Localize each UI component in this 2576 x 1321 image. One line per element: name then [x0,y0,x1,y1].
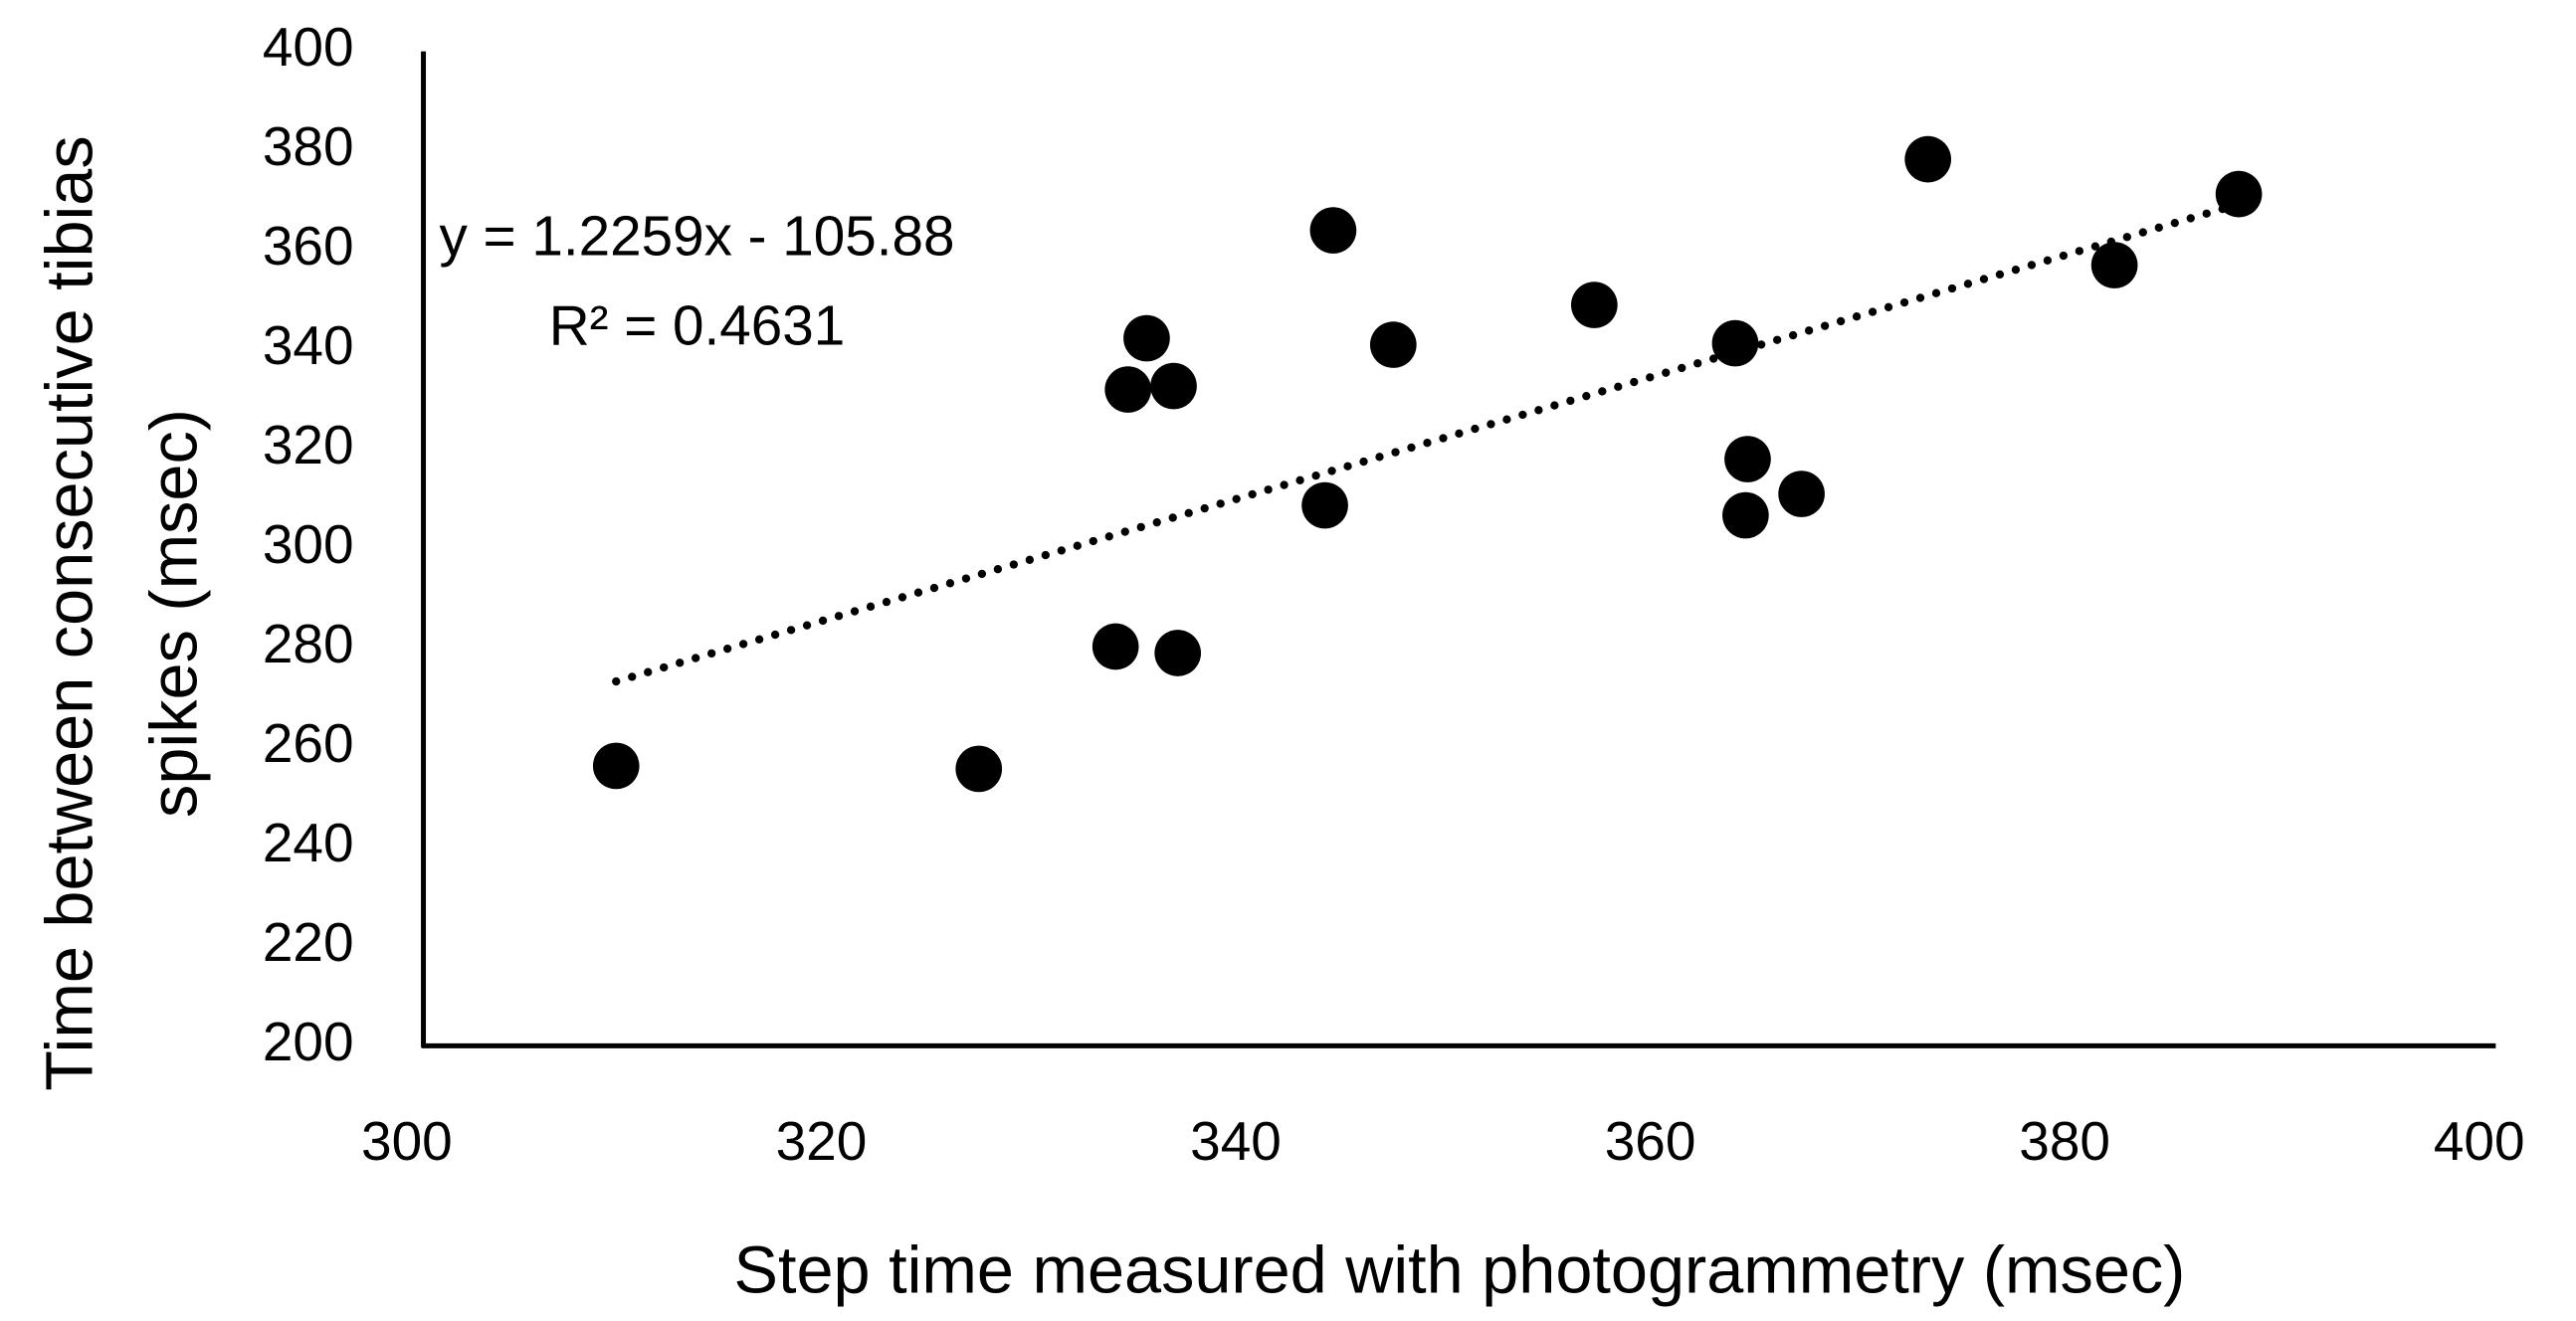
y-tick-label: 260 [263,712,354,774]
scatter-point [2215,170,2263,218]
x-axis-title: Step time measured with photogrammetry (… [734,1234,2186,1308]
scatter-point [1154,630,1202,676]
scatter-point [1091,623,1139,670]
y-tick-label: 240 [263,812,354,873]
scatter-point [1904,135,1951,183]
scatter-point [1571,282,1618,328]
scatter-point [1301,481,1348,529]
trend-r-squared: R² = 0.4631 [549,295,846,358]
trend-equation: y = 1.2259x - 105.88 [439,206,954,269]
x-tick-label: 400 [2434,1110,2525,1172]
y-tick-label: 220 [263,911,354,973]
trendline [612,200,2244,686]
x-tick-label: 380 [2019,1110,2110,1172]
y-tick-label: 400 [263,16,354,78]
x-tick-label: 360 [1605,1110,1696,1172]
scatter-point [1778,471,1825,517]
y-tick-label: 360 [263,215,354,277]
x-tick-label: 300 [361,1110,453,1172]
scatter-point [592,742,640,790]
y-tick-label: 300 [263,513,354,575]
scatter-point [1722,491,1769,539]
y-tick-label: 380 [263,115,354,177]
scatter-point [1123,314,1170,362]
scatter-point [1309,207,1357,254]
y-tick-label: 340 [263,314,354,376]
scatter-point [1104,366,1152,413]
x-tick-label: 340 [1190,1110,1282,1172]
y-axis-title: spikes (msec) [137,409,211,818]
y-tick-label: 280 [263,613,354,674]
scatter-point [955,745,1003,793]
scatter-point [2090,242,2138,288]
scatter-point [1724,436,1771,482]
x-tick-label: 320 [776,1110,868,1172]
scatter-point [1711,319,1759,367]
scatter-point [1150,362,1197,410]
y-axis-title: Time between consecutive tibias [33,135,106,1090]
y-tick-label: 320 [263,414,354,475]
scatter-point [1369,321,1417,368]
y-tick-label: 200 [263,1011,354,1072]
